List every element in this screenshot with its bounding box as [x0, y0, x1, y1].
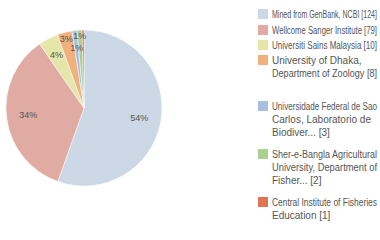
- data-label: 3%: [60, 33, 73, 43]
- legend-label-line: Mined from GenBank, NCBI [124]: [272, 9, 377, 20]
- legend-label-line: Biodiver... [3]: [272, 127, 330, 138]
- legend-label-line: Sher-e-Bangla Agricultural: [272, 149, 377, 160]
- legend-swatch: [258, 101, 268, 111]
- legend-label: Central Institute of Fisheries Education …: [272, 197, 377, 221]
- legend-label-line: Fisher... [2]: [272, 175, 322, 186]
- legend-label-line: Central Institute of Fisheries: [272, 197, 377, 208]
- legend-label: Wellcome Sanger Institute [79]: [272, 25, 377, 36]
- pie-slice: [82, 30, 84, 108]
- legend-label: Universiti Sains Malaysia [10]: [272, 40, 377, 51]
- data-label: 34%: [19, 110, 37, 120]
- legend-swatch: [258, 197, 268, 207]
- legend: Mined from GenBank, NCBI [124] Wellcome S…: [258, 9, 377, 221]
- data-label: 54%: [130, 113, 148, 123]
- legend-label: Universidade Federal de Sao Carlos, Labor…: [272, 101, 377, 138]
- legend-swatch: [258, 9, 268, 19]
- legend-swatch: [258, 55, 268, 65]
- data-label: 1%: [70, 43, 83, 53]
- legend-label-line: Department of Zoology [8]: [272, 68, 377, 79]
- legend-label-line: Universidade Federal de Sao: [272, 101, 377, 112]
- pie-slice: [72, 30, 84, 108]
- legend-label-line: Universiti Sains Malaysia [10]: [272, 40, 377, 51]
- legend-label-line: University of Dhaka,: [272, 55, 361, 66]
- legend-label-line: University, Department of: [272, 162, 377, 173]
- data-labels: 54% 34% 4% 3%1% 1%: [19, 31, 148, 122]
- chart: 54% 34% 4% 3%1% 1% Mined from GenBank, NCBI […: [0, 0, 380, 240]
- legend-label: University of Dhaka, Department of Zoolog…: [272, 55, 377, 79]
- legend-label: Mined from GenBank, NCBI [124]: [272, 9, 377, 20]
- legend-label-line: Education [1]: [272, 210, 331, 221]
- legend-label-line: Carlos, Laboratorio de: [272, 114, 371, 125]
- legend-swatch: [258, 149, 268, 159]
- pie-slice: [77, 30, 84, 108]
- data-label: 4%: [50, 50, 63, 60]
- legend-swatch: [258, 25, 268, 35]
- legend-swatch: [258, 40, 268, 50]
- pie: [6, 30, 162, 186]
- legend-label-line: Wellcome Sanger Institute [79]: [272, 25, 377, 36]
- pie-slice: [57, 31, 84, 108]
- legend-label: Sher-e-Bangla Agricultural University, De…: [272, 149, 377, 186]
- data-label: 1%: [73, 31, 86, 41]
